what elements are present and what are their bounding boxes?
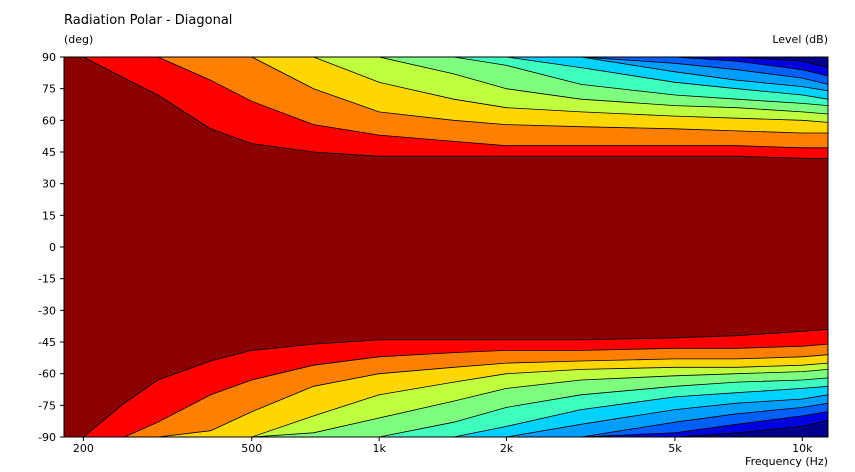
contour-line-bottom-3 xyxy=(64,354,828,437)
contour-line-bottom-10 xyxy=(64,411,828,437)
contour-line-top-10 xyxy=(64,57,828,77)
contour-line-bottom-6 xyxy=(64,377,828,437)
y-tick-label: 60 xyxy=(42,114,56,127)
contour-line-top-4 xyxy=(64,57,828,123)
contour-band-top-7 xyxy=(64,57,828,100)
y-tick-label: -45 xyxy=(38,336,56,349)
y-tick-label: -30 xyxy=(38,304,56,317)
contour-band-bottom-11 xyxy=(64,420,828,437)
y-tick-label: 30 xyxy=(42,178,56,191)
y-tick-label: 45 xyxy=(42,146,56,159)
contour-band-bottom-8 xyxy=(64,394,828,437)
x-tick-label: 10k xyxy=(792,442,813,455)
x-tick-label: 500 xyxy=(241,442,262,455)
y-tick-label: 15 xyxy=(42,209,56,222)
contour-line-top-9 xyxy=(64,57,828,85)
y-tick-label: 90 xyxy=(42,51,56,64)
y-tick-label: -90 xyxy=(38,431,56,444)
x-tick-label: 2k xyxy=(500,442,514,455)
x-tick-label: 5k xyxy=(668,442,682,455)
y-tick-label: 75 xyxy=(42,83,56,96)
contour-line-top-2 xyxy=(64,57,828,149)
y-axis-label: (deg) xyxy=(64,33,93,46)
y-tick-label: 0 xyxy=(49,241,56,254)
x-tick-label: 200 xyxy=(73,442,94,455)
contour-band-top-10 xyxy=(64,57,828,76)
colorbar-label: Level (dB) xyxy=(772,33,828,46)
x-axis-label: Frequency (Hz) xyxy=(745,455,828,468)
contour-line-top-7 xyxy=(64,57,828,100)
contour-line-top-6 xyxy=(64,57,828,106)
y-tick-label: -15 xyxy=(38,273,56,286)
contour-line-bottom-1 xyxy=(64,328,828,437)
chart-title: Radiation Polar - Diagonal xyxy=(64,13,232,28)
contour-line-bottom-2 xyxy=(64,343,828,437)
contour-line-bottom-4 xyxy=(64,362,828,437)
y-tick-label: -60 xyxy=(38,368,56,381)
contour-line-bottom-11 xyxy=(64,419,828,437)
contour-line-bottom-5 xyxy=(64,369,828,437)
contour-line-top-8 xyxy=(64,57,828,92)
contour-line-bottom-7 xyxy=(64,385,828,437)
contour-line-bottom-8 xyxy=(64,394,828,437)
contour-line-top-5 xyxy=(64,57,828,115)
contour-line-top-3 xyxy=(64,57,828,134)
contour-line-top-1 xyxy=(64,57,828,159)
y-tick-label: -75 xyxy=(38,399,56,412)
x-tick-label: 1k xyxy=(372,442,386,455)
contour-line-bottom-9 xyxy=(64,402,828,437)
plot-area xyxy=(64,57,828,437)
axes: 90 75 60 45 30 15 0 -15 -30 -45 -60 -75 -90 200 500 1k 2… xyxy=(38,51,829,455)
